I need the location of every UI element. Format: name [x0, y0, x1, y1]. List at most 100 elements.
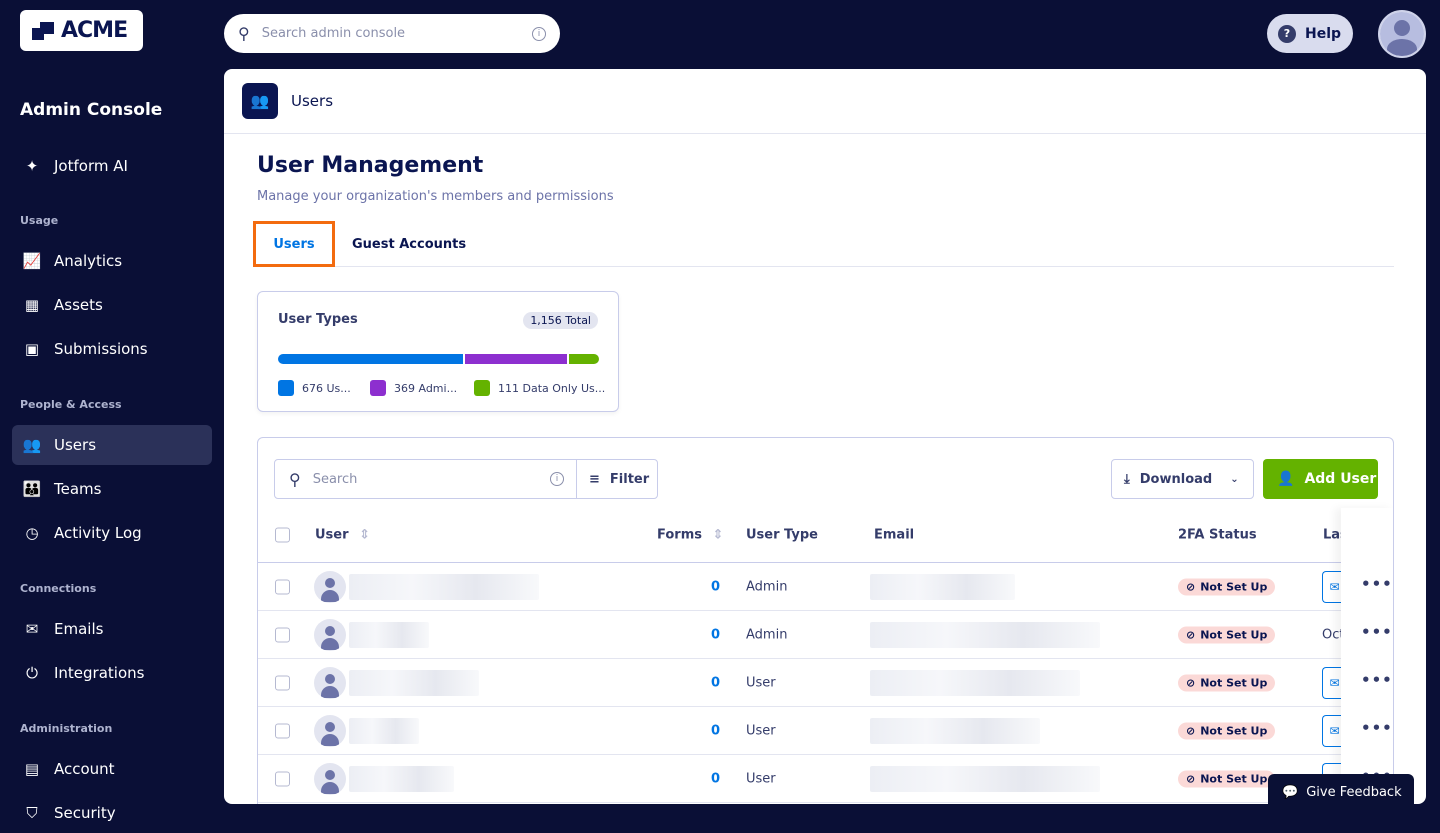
user-type: User	[746, 771, 776, 786]
question-icon: ?	[1278, 24, 1296, 43]
add-user-button[interactable]: 👤 Add User	[1263, 459, 1378, 499]
sort-icon: ⇕	[359, 527, 370, 543]
add-user-icon: 👤	[1277, 471, 1295, 487]
user-name-redacted	[349, 765, 454, 792]
col-user[interactable]: User ⇕	[315, 527, 370, 543]
more-actions-icon[interactable]: •••	[1361, 671, 1393, 689]
invite-mail-button[interactable]: ✉	[1322, 570, 1346, 603]
forms-count[interactable]: 0	[710, 675, 720, 690]
table-row[interactable]: 0 Admin ⊘ Not Set Up ✉	[258, 563, 1393, 611]
forms-count[interactable]: 0	[710, 723, 720, 738]
user-name-redacted	[349, 669, 479, 696]
admin-search-input[interactable]: ⚲ Search admin console i	[224, 14, 560, 53]
sidebar-item-activity-log[interactable]: ◷ Activity Log	[12, 513, 212, 553]
col-2fa-status: 2FA Status	[1178, 527, 1257, 543]
sort-icon: ⇕	[712, 527, 724, 543]
tab-guest-accounts[interactable]: Guest Accounts	[352, 236, 467, 252]
sidebar-section-label: Administration	[20, 722, 113, 735]
sidebar-item-users[interactable]: 👥 Users	[12, 425, 212, 465]
total-badge: 1,156 Total	[523, 312, 598, 329]
inbox-icon: ▣	[24, 340, 40, 358]
grid-icon: ▦	[24, 296, 40, 314]
email-redacted	[870, 621, 1100, 648]
select-all-checkbox[interactable]	[275, 527, 290, 543]
filter-button[interactable]: ≡ Filter	[589, 471, 650, 487]
mail-icon: ✉	[1329, 675, 1340, 690]
2fa-status-badge: ⊘ Not Set Up	[1178, 578, 1276, 595]
more-actions-icon[interactable]: •••	[1361, 575, 1393, 593]
tabs: Users Guest Accounts	[253, 221, 1394, 267]
help-button[interactable]: ? Help	[1267, 14, 1353, 53]
user-type: Admin	[746, 627, 788, 642]
users-table: ⚲ Search i ≡ Filter ⤓ Download ⌄ 👤 Add User Us…	[257, 437, 1394, 804]
users-icon: 👥	[22, 436, 42, 454]
email-redacted	[870, 573, 1015, 600]
more-actions-icon[interactable]: •••	[1361, 719, 1393, 737]
2fa-status-badge: ⊘ Not Set Up	[1178, 626, 1276, 643]
mail-icon: ✉	[25, 620, 39, 638]
table-search-input[interactable]: ⚲ Search i	[275, 460, 577, 498]
user-type: User	[746, 675, 776, 690]
sidebar-item-analytics[interactable]: 📈 Analytics	[22, 252, 123, 270]
col-forms[interactable]: Forms ⇕	[657, 527, 724, 543]
clock-icon: ◷	[25, 524, 39, 542]
shield-icon: ⛉	[26, 804, 38, 822]
give-feedback-button[interactable]: 💬 Give Feedback	[1268, 774, 1414, 810]
sidebar-item-emails[interactable]: ✉ Emails	[12, 609, 212, 649]
invite-mail-button[interactable]: ✉	[1322, 714, 1346, 747]
chart-icon: 📈	[22, 252, 42, 270]
row-checkbox[interactable]	[275, 675, 290, 690]
info-icon[interactable]: i	[532, 26, 546, 41]
row-checkbox[interactable]	[275, 579, 290, 594]
legend-admins: 369 Admi...	[370, 380, 457, 396]
col-email: Email	[874, 527, 915, 543]
sidebar-item-submissions[interactable]: ▣ Submissions	[12, 329, 212, 369]
sidebar-item-jotform-ai[interactable]: ✦ Jotform AI	[12, 146, 212, 186]
invite-mail-button[interactable]: ✉	[1322, 666, 1346, 699]
download-button[interactable]: ⤓ Download ⌄	[1111, 459, 1254, 499]
legend-users: 676 Us...	[278, 380, 351, 396]
table-row[interactable]: 0 Admin ⊘ Not Set Up Oct	[258, 611, 1393, 659]
chevron-down-icon: ⌄	[1230, 473, 1239, 485]
search-icon: ⚲	[238, 24, 250, 43]
sidebar-item-security[interactable]: ⛉ Security	[12, 793, 212, 833]
bar-segment	[465, 354, 567, 364]
user-type: Admin	[746, 579, 788, 594]
row-checkbox[interactable]	[275, 627, 290, 642]
table-header: User ⇕ Forms ⇕ User Type Email 2FA Statu…	[258, 508, 1393, 563]
acme-logo[interactable]: ACME	[20, 10, 143, 51]
forms-count[interactable]: 0	[710, 771, 720, 786]
sidebar-item-assets[interactable]: ▦ Assets	[12, 285, 212, 325]
row-checkbox[interactable]	[275, 723, 290, 738]
sidebar-item-integrations[interactable]: ⏻ Integrations	[12, 653, 212, 693]
sidebar-item-teams[interactable]: 👪 Teams	[22, 480, 102, 498]
legend-data-only: 111 Data Only Us...	[474, 380, 605, 396]
shield-off-icon: ⊘	[1186, 676, 1196, 689]
page-title: User Management	[257, 153, 484, 178]
user-types-card: User Types 1,156 Total 676 Us... 369 Adm…	[257, 291, 619, 412]
table-search: ⚲ Search i ≡ Filter	[274, 459, 658, 499]
sidebar-item-account[interactable]: ▤ Account	[12, 749, 212, 789]
col-user-type: User Type	[746, 527, 818, 543]
user-avatar[interactable]	[1378, 10, 1426, 58]
sidebar-section-label: People & Access	[20, 398, 122, 411]
avatar	[314, 666, 346, 699]
email-redacted	[870, 765, 1100, 792]
sidebar-section-label: Usage	[20, 214, 59, 227]
user-name-redacted	[349, 717, 419, 744]
filter-icon: ≡	[589, 471, 600, 487]
tab-users[interactable]: Users	[253, 221, 335, 267]
info-icon[interactable]: i	[550, 472, 564, 486]
forms-count[interactable]: 0	[710, 627, 720, 642]
more-actions-icon[interactable]: •••	[1361, 623, 1393, 641]
bar-segment	[568, 354, 599, 364]
forms-count[interactable]: 0	[710, 579, 720, 594]
row-checkbox[interactable]	[275, 771, 290, 786]
sidebar-section-label: Connections	[20, 582, 97, 595]
sidebar-title: Admin Console	[20, 100, 163, 120]
email-redacted	[870, 717, 1040, 744]
feedback-icon: 💬	[1282, 784, 1299, 800]
